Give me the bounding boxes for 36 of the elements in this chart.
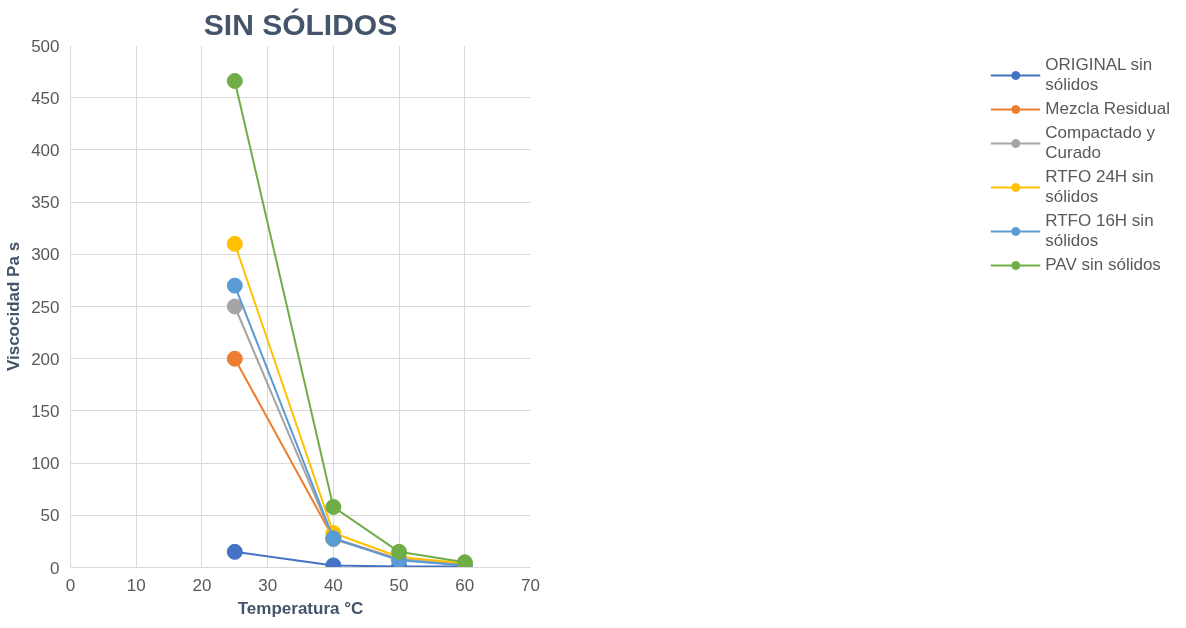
y-tick-label: 50 — [40, 506, 60, 526]
legend-label: RTFO 16H sin sólidos — [1045, 211, 1154, 251]
y-tick-label: 500 — [31, 36, 60, 56]
legend-label: Mezcla Residual — [1045, 99, 1170, 119]
x-axis-title: Temperatura °C — [237, 598, 364, 618]
legend-label: ORIGINAL sin sólidos — [1045, 55, 1153, 95]
y-tick-label: 300 — [31, 245, 60, 265]
y-tick-label: 150 — [31, 401, 60, 421]
point — [226, 235, 243, 252]
x-tick-label: 60 — [455, 575, 475, 595]
point — [226, 543, 243, 560]
y-tick-label: 100 — [31, 454, 60, 474]
x-tick-label: 40 — [323, 575, 343, 595]
point — [391, 543, 408, 560]
legend-label: PAV sin sólidos — [1045, 255, 1161, 275]
x-tick-label: 50 — [389, 575, 409, 595]
legend-label: Compactado y Curado — [1045, 123, 1155, 163]
x-tick-label: 20 — [192, 575, 212, 595]
y-tick-label: 400 — [31, 140, 60, 160]
y-tick-label: 350 — [31, 193, 60, 213]
legend-label: RTFO 24H sin sólidos — [1045, 167, 1154, 207]
point — [325, 498, 342, 515]
point — [226, 277, 243, 294]
point — [226, 73, 243, 89]
y-tick-label: 200 — [31, 349, 60, 369]
point — [226, 350, 243, 367]
chart-title: SIN SÓLIDOS — [203, 7, 398, 41]
x-tick-label: 70 — [521, 575, 540, 595]
y-tick-label: 250 — [31, 297, 60, 317]
y-axis-title: Viscocidad Pa s — [4, 241, 24, 372]
y-tick-label: 0 — [50, 558, 60, 578]
x-tick-label: 30 — [258, 575, 278, 595]
x-tick-label: 0 — [65, 575, 76, 595]
x-tick-label: 10 — [126, 575, 146, 595]
y-tick-label: 450 — [31, 88, 60, 108]
point — [226, 298, 243, 315]
